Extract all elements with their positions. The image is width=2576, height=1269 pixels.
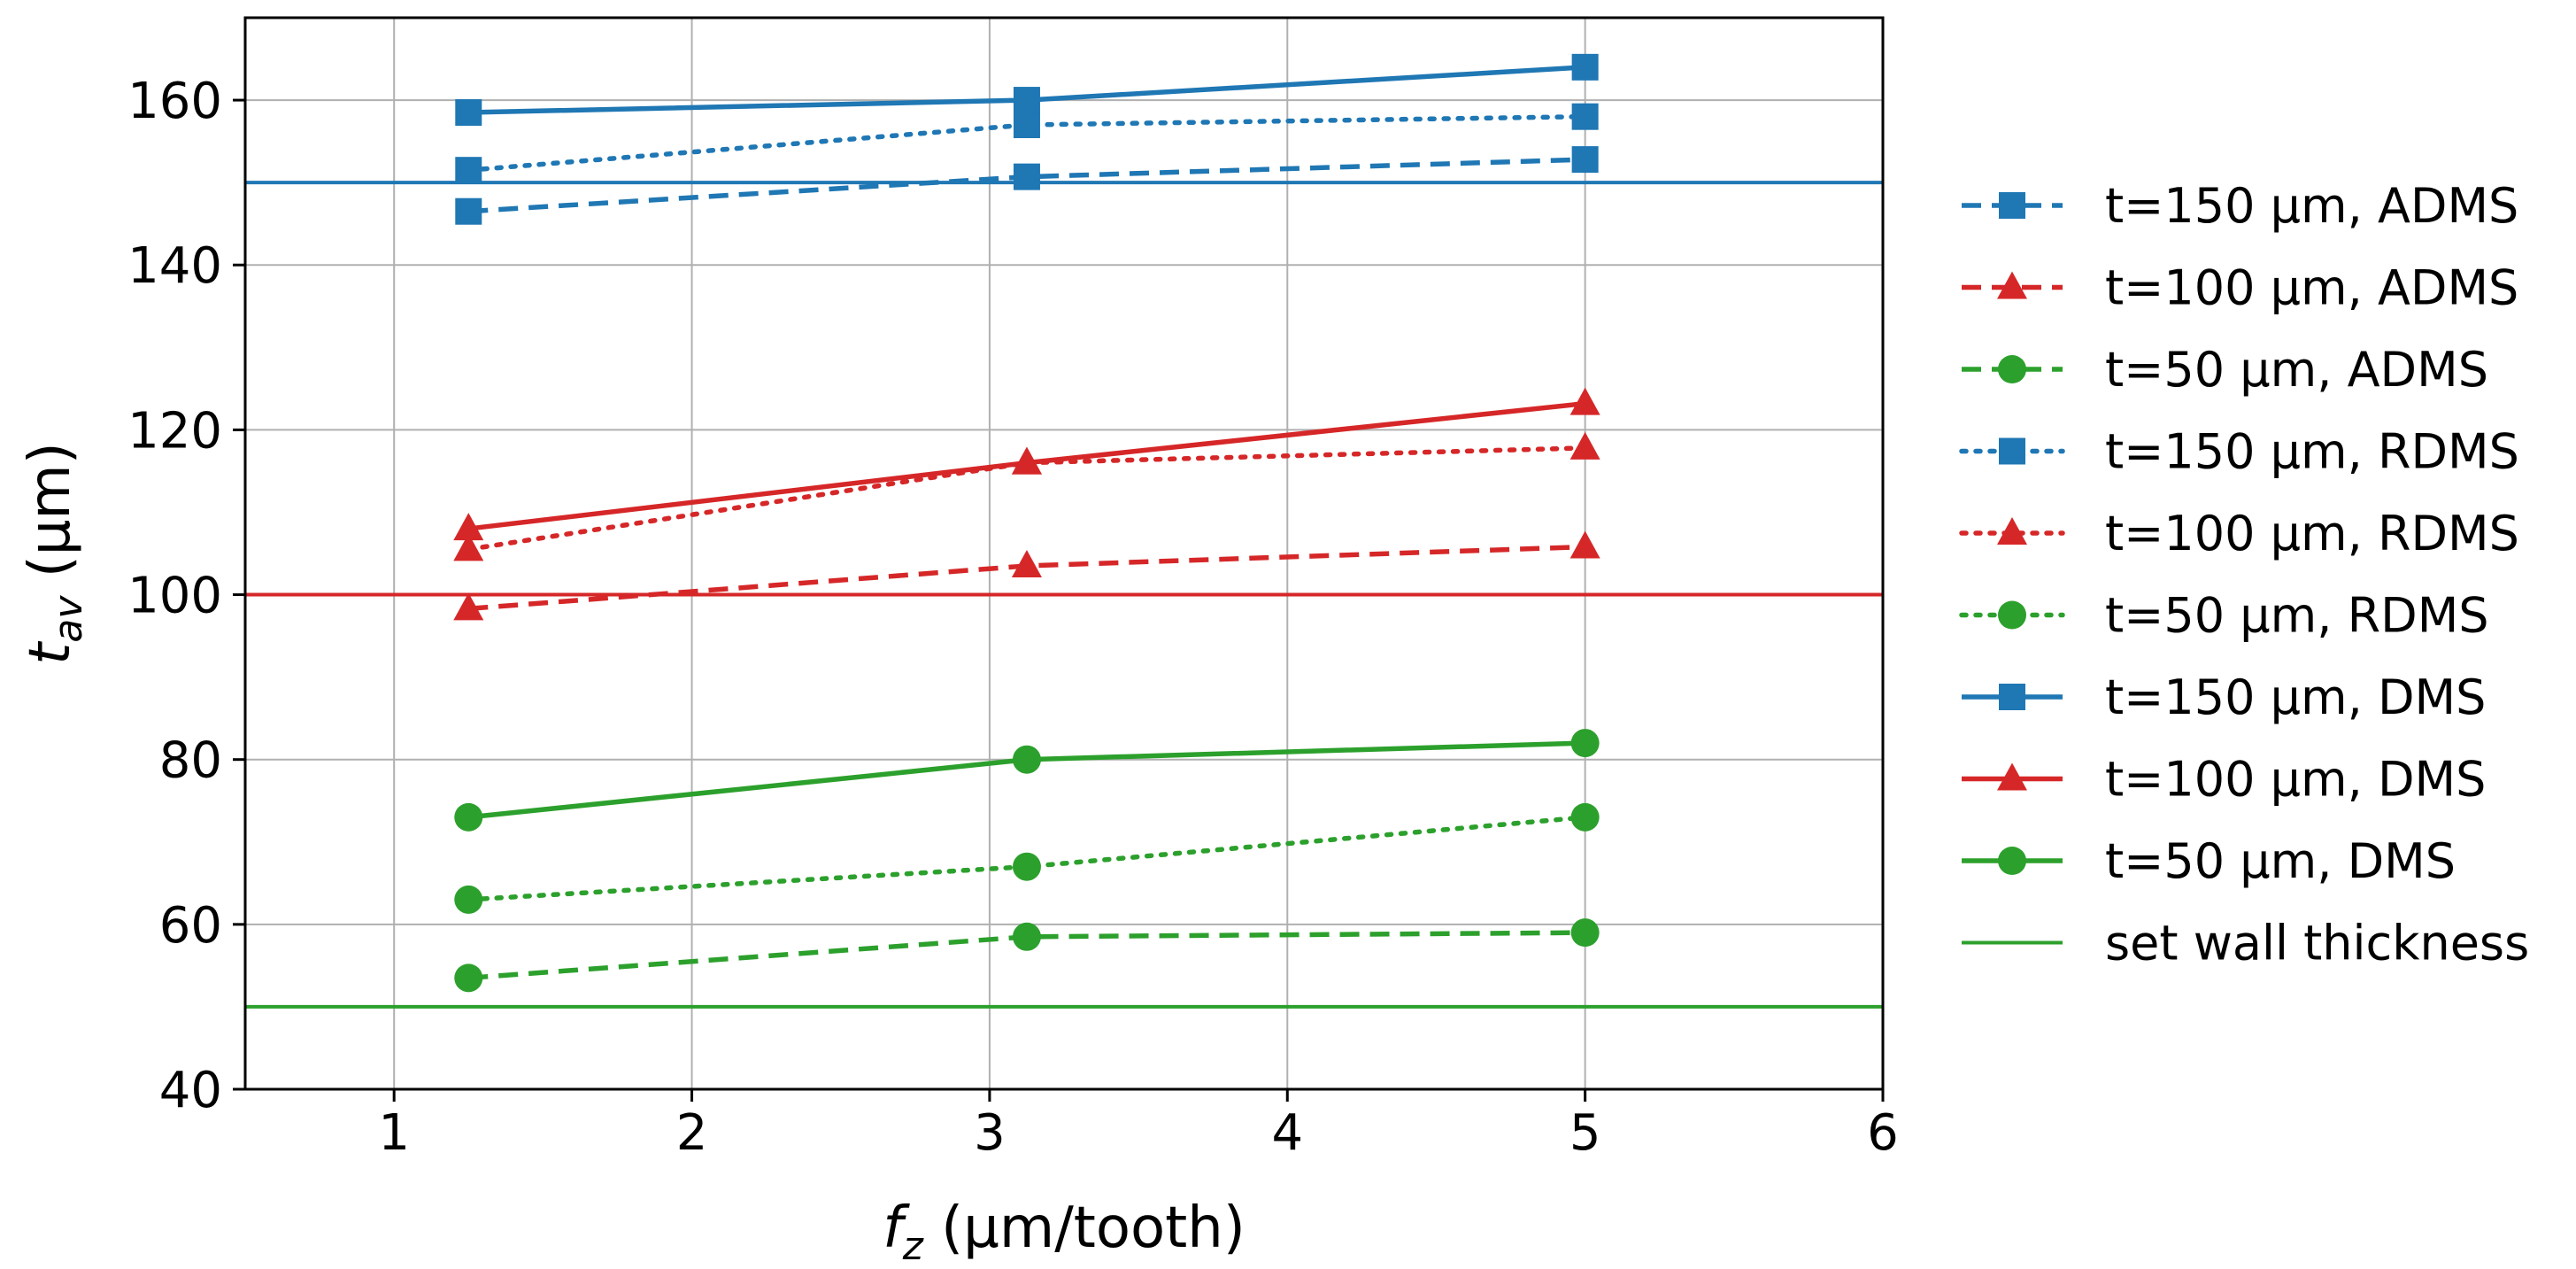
- x-tick-label: 1: [378, 1104, 410, 1162]
- series-group: [453, 387, 1600, 541]
- y-axis-title-unit: (µm): [18, 442, 83, 595]
- legend-entry: t=50 µm, DMS: [1962, 833, 2456, 889]
- y-tick-label: 60: [159, 897, 222, 955]
- y-axis-title: tav (µm): [18, 442, 91, 664]
- legend-label: set wall thickness: [2105, 916, 2529, 971]
- y-tick-label: 80: [159, 732, 222, 790]
- x-axis-title: fz (µm/tooth): [883, 1195, 1246, 1269]
- data-point: [455, 99, 482, 127]
- series-group: [455, 53, 1599, 127]
- legend-marker: [1999, 437, 2025, 465]
- data-point: [1013, 87, 1040, 114]
- legend-marker: [1997, 271, 2027, 299]
- legend-label: t=50 µm, ADMS: [2105, 342, 2488, 398]
- y-axis-title-main: t: [18, 640, 83, 665]
- legend-label: t=100 µm, RDMS: [2105, 506, 2519, 561]
- data-point: [1571, 146, 1599, 174]
- tick-layer: 1 2 3 4 5 6 40 60 80 100 120 140 160: [127, 73, 1899, 1162]
- series-group: [455, 103, 1599, 184]
- legend-entry: t=50 µm, ADMS: [1962, 342, 2488, 398]
- series-group: [454, 729, 1600, 832]
- legend-entry: t=100 µm, ADMS: [1962, 260, 2518, 316]
- legend-entry: t=100 µm, RDMS: [1959, 506, 2519, 561]
- legend-entry: set wall thickness: [1962, 916, 2529, 971]
- x-tick-label: 5: [1570, 1104, 1601, 1162]
- legend-marker: [1998, 600, 2026, 630]
- series-line: [466, 815, 1588, 902]
- x-tick-label: 6: [1867, 1104, 1899, 1162]
- x-tick-label: 3: [974, 1104, 1006, 1162]
- data-point: [1571, 103, 1599, 130]
- y-tick-label: 120: [127, 402, 222, 460]
- legend-label: t=150 µm, RDMS: [2105, 424, 2519, 480]
- data-point: [453, 592, 484, 621]
- y-tick-label: 100: [127, 568, 222, 625]
- y-tick-label: 40: [159, 1062, 222, 1119]
- data-point: [1571, 53, 1599, 81]
- legend-entry: t=150 µm, RDMS: [1959, 424, 2519, 480]
- legend-label: t=100 µm, ADMS: [2105, 260, 2518, 316]
- y-axis-title-sub: av: [46, 595, 91, 643]
- grid-layer: [245, 18, 1883, 1089]
- legend-entry: t=100 µm, DMS: [1962, 752, 2486, 808]
- data-point: [453, 533, 484, 561]
- data-point: [455, 197, 482, 225]
- series-group: [455, 146, 1599, 225]
- series-group: [453, 530, 1600, 621]
- series-group: [454, 918, 1600, 993]
- data-point: [1570, 431, 1600, 460]
- data-point: [454, 885, 483, 914]
- x-axis-title-unit: (µm/tooth): [923, 1195, 1246, 1261]
- data-point: [453, 513, 484, 541]
- legend-label: t=100 µm, DMS: [2105, 752, 2486, 808]
- data-point: [454, 802, 483, 832]
- data-point: [1570, 729, 1600, 758]
- data-point: [455, 157, 482, 184]
- series-group: [454, 802, 1600, 914]
- data-point: [1570, 530, 1600, 559]
- x-axis-title-sub: z: [902, 1224, 924, 1269]
- legend-label: t=50 µm, DMS: [2105, 833, 2456, 889]
- x-tick-label: 2: [676, 1104, 708, 1162]
- legend-marker: [1998, 847, 2026, 875]
- y-tick-label: 140: [127, 237, 222, 295]
- series-line: [466, 113, 1588, 173]
- y-tick-label: 160: [127, 73, 222, 130]
- legend-label: t=150 µm, DMS: [2105, 669, 2486, 725]
- data-point: [1011, 549, 1042, 577]
- legend-marker: [1999, 192, 2025, 219]
- x-tick-label: 4: [1271, 1104, 1303, 1162]
- legend-marker: [1997, 762, 2027, 791]
- data-point: [1013, 112, 1040, 138]
- data-point: [1012, 745, 1041, 774]
- legend-label: t=50 µm, RDMS: [2105, 588, 2489, 644]
- data-point: [1011, 446, 1042, 475]
- data-point: [1013, 163, 1040, 190]
- legend: t=150 µm, ADMS t=100 µm, ADMS t=50 µm, ADM…: [1959, 178, 2529, 971]
- legend-marker: [1998, 355, 2026, 383]
- series-layer: [453, 53, 1600, 993]
- legend-entry: t=150 µm, ADMS: [1962, 178, 2518, 234]
- data-point: [454, 963, 483, 993]
- reference-lines: [245, 181, 1883, 1009]
- legend-marker: [1997, 517, 2027, 545]
- data-point: [1570, 387, 1600, 415]
- data-point: [1012, 852, 1041, 881]
- legend-entry: t=150 µm, DMS: [1962, 669, 2486, 725]
- data-point: [1570, 918, 1600, 948]
- legend-marker: [1999, 684, 2025, 710]
- data-point: [1012, 922, 1041, 951]
- plot-frame: [243, 16, 1885, 1091]
- legend-label: t=150 µm, ADMS: [2105, 178, 2518, 234]
- data-point: [1570, 802, 1600, 832]
- legend-entry: t=50 µm, RDMS: [1959, 588, 2489, 644]
